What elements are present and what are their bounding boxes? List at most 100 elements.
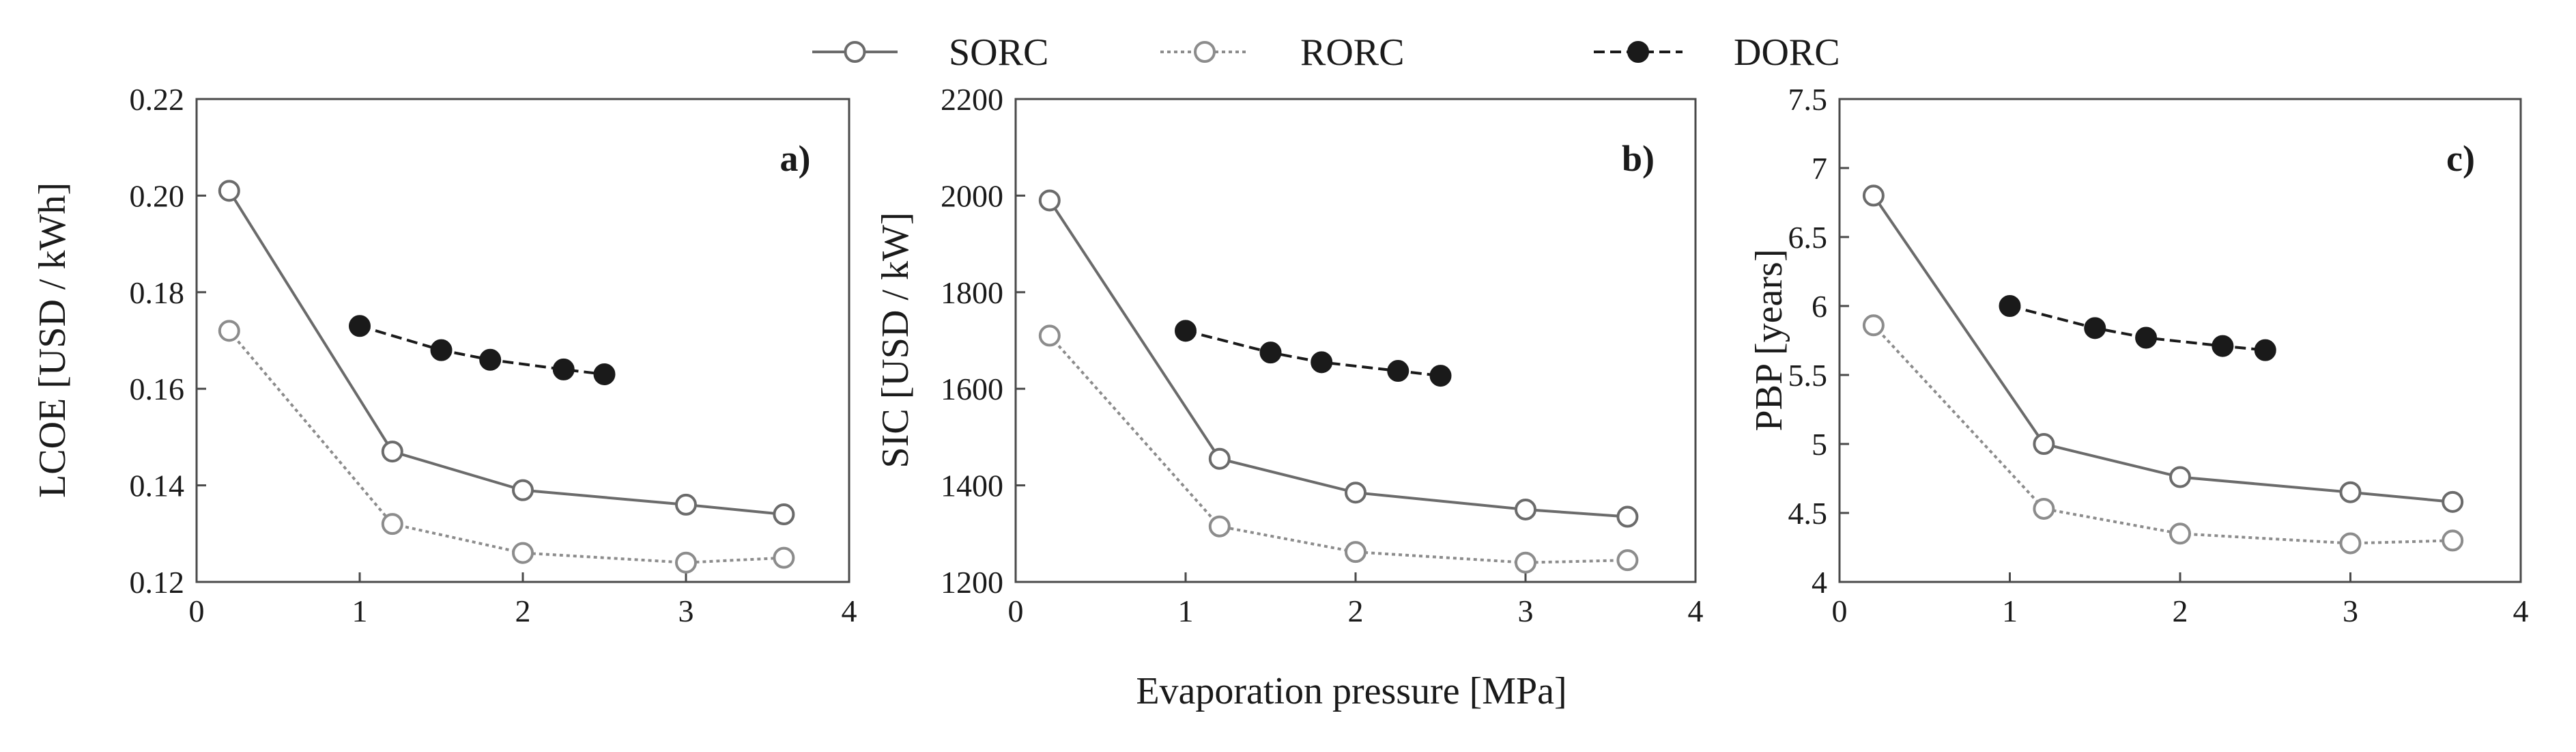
data-point-dorc [479,348,502,371]
series-dorc [1999,295,2276,361]
x-tick-label: 4 [2513,594,2529,628]
y-tick-label: 0.18 [130,275,185,310]
y-axis-label: SIC [USD / kW] [874,212,917,469]
series-sorc [1038,189,1639,528]
x-tick-label: 2 [2173,594,2188,628]
data-point-dorc [2135,326,2158,349]
y-tick-label: 0.16 [130,372,185,406]
series-line-sorc [228,190,784,516]
series-sorc [1862,184,2464,513]
y-tick-label: 0.12 [130,565,185,600]
y-tick-label: 0.20 [130,178,185,213]
data-point-sorc [1515,498,1536,520]
data-point-sorc [1208,447,1231,470]
data-point-rorc [2033,497,2055,520]
x-tick-label: 3 [1518,594,1534,628]
y-tick-label: 2000 [941,178,1003,213]
data-point-rorc [1616,549,1639,572]
series-line-rorc [228,330,784,564]
data-point-sorc [773,503,795,526]
y-tick-label: 4.5 [1788,496,1828,531]
x-axis-label-common: Evaporation pressure [MPa] [1136,670,1566,712]
y-tick-label: 5.5 [1788,358,1828,393]
y-tick-label: 7 [1812,151,1827,186]
data-point-sorc [381,441,403,463]
x-tick-label: 0 [1832,594,1848,628]
x-tick-label: 0 [189,594,205,628]
data-point-sorc [1038,189,1061,212]
legend-item-rorc: RORC [1160,31,1405,74]
data-point-rorc [218,320,240,342]
data-point-rorc [675,551,697,574]
data-point-sorc [2033,433,2055,455]
y-tick-label: 2200 [941,82,1003,117]
y-tick-label: 6 [1812,289,1827,324]
data-point-dorc [349,315,371,337]
y-tick-label: 6.5 [1788,220,1828,255]
y-tick-label: 5 [1812,427,1827,462]
data-point-rorc [1208,515,1231,538]
data-point-dorc [1175,320,1197,342]
series-rorc [1862,314,2464,555]
series-line-rorc [1872,324,2453,545]
legend-item-dorc: DORC [1594,31,1840,74]
x-tick-label: 1 [352,594,368,628]
legend-label-sorc: SORC [949,31,1048,74]
legend-label-dorc: DORC [1734,31,1840,74]
series-line-rorc [1048,335,1628,564]
y-axis-label: PBP [years] [1748,249,1790,431]
series-rorc [218,320,795,574]
y-tick-label: 1400 [941,469,1003,503]
series-sorc [218,180,795,526]
data-point-dorc [430,339,453,361]
series-line-sorc [1048,199,1628,518]
data-point-sorc [675,493,697,516]
data-point-dorc [2212,335,2234,357]
y-tick-label: 0.14 [130,469,185,503]
data-point-rorc [1862,314,1885,337]
chart-panel-1: 0 1 2 3 4 0.12 0.14 0.16 0.18 0.20 0.22 LCOE [USD /… [31,82,857,628]
data-point-sorc [2169,466,2191,488]
data-point-dorc [552,358,575,380]
data-point-sorc [218,180,240,202]
y-tick-label: 4 [1812,565,1827,600]
legend-marker-sorc [844,41,866,63]
legend-item-sorc: SORC [812,31,1048,74]
data-point-sorc [2442,490,2464,513]
legend-label-rorc: RORC [1300,31,1405,74]
chart-panel-2: 0 1 2 3 4 1200 1400 1600 1800 2000 2200 SIC [USD / … [874,82,1704,628]
chart-panels: 0 1 2 3 4 0.12 0.14 0.16 0.18 0.20 0.22 LCOE [USD /… [31,82,2529,628]
data-point-rorc [773,546,795,569]
legend: SORC RORC DORC [812,31,1840,74]
data-point-sorc [1862,184,1885,207]
data-point-rorc [2339,532,2362,555]
data-point-dorc [1429,365,1452,387]
data-point-rorc [512,542,534,564]
x-tick-label: 4 [842,594,857,628]
chart-panel-3: 0 1 2 3 4 4 4.5 5 5.5 6 6.5 7 7.5 PBP [years] c) [1748,82,2529,628]
data-point-dorc [2254,339,2276,361]
x-tick-label: 3 [678,594,694,628]
y-tick-label: 0.22 [130,82,185,117]
data-point-dorc [1311,351,1333,374]
y-tick-label: 1600 [941,372,1003,406]
data-point-dorc [593,363,616,385]
data-point-rorc [1345,541,1366,563]
plot-frame [1014,98,1697,583]
legend-marker-dorc [1627,41,1649,63]
data-point-rorc [1515,551,1536,574]
data-point-sorc [1616,505,1639,528]
series-dorc [1175,320,1452,387]
data-point-dorc [1999,295,2021,317]
y-tick-label: 1200 [941,565,1003,600]
data-point-rorc [2169,523,2191,545]
x-tick-label: 1 [2002,594,2018,628]
y-tick-label: 1800 [941,275,1003,310]
series-rorc [1038,324,1639,574]
data-point-dorc [1259,342,1282,364]
data-point-sorc [512,479,534,501]
legend-marker-rorc [1194,41,1216,63]
series-line-sorc [1872,195,2453,503]
x-tick-label: 2 [1348,594,1364,628]
